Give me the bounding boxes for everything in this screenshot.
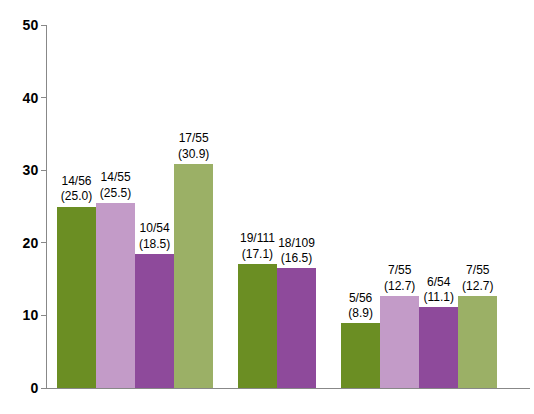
svg-text:7/55(12.7): 7/55(12.7) bbox=[384, 263, 415, 293]
svg-text:14/56(25.0): 14/56(25.0) bbox=[61, 174, 92, 204]
svg-text:19/111(17.1): 19/111(17.1) bbox=[240, 231, 275, 261]
svg-text:5/56(8.9): 5/56(8.9) bbox=[348, 291, 373, 321]
svg-text:10/54(18.5): 10/54(18.5) bbox=[139, 221, 170, 251]
svg-text:50: 50 bbox=[23, 17, 39, 33]
svg-text:10: 10 bbox=[23, 307, 39, 323]
svg-text:20: 20 bbox=[23, 235, 39, 251]
svg-text:40: 40 bbox=[23, 90, 39, 106]
svg-text:18/109(16.5): 18/109(16.5) bbox=[278, 236, 315, 266]
svg-text:14/55(25.5): 14/55(25.5) bbox=[100, 170, 131, 200]
svg-text:17/55(30.9): 17/55(30.9) bbox=[178, 131, 209, 161]
svg-text:7/55(12.7): 7/55(12.7) bbox=[462, 263, 493, 293]
svg-text:30: 30 bbox=[23, 162, 39, 178]
svg-text:0: 0 bbox=[30, 380, 38, 396]
svg-text:6/54(11.1): 6/54(11.1) bbox=[423, 275, 453, 305]
